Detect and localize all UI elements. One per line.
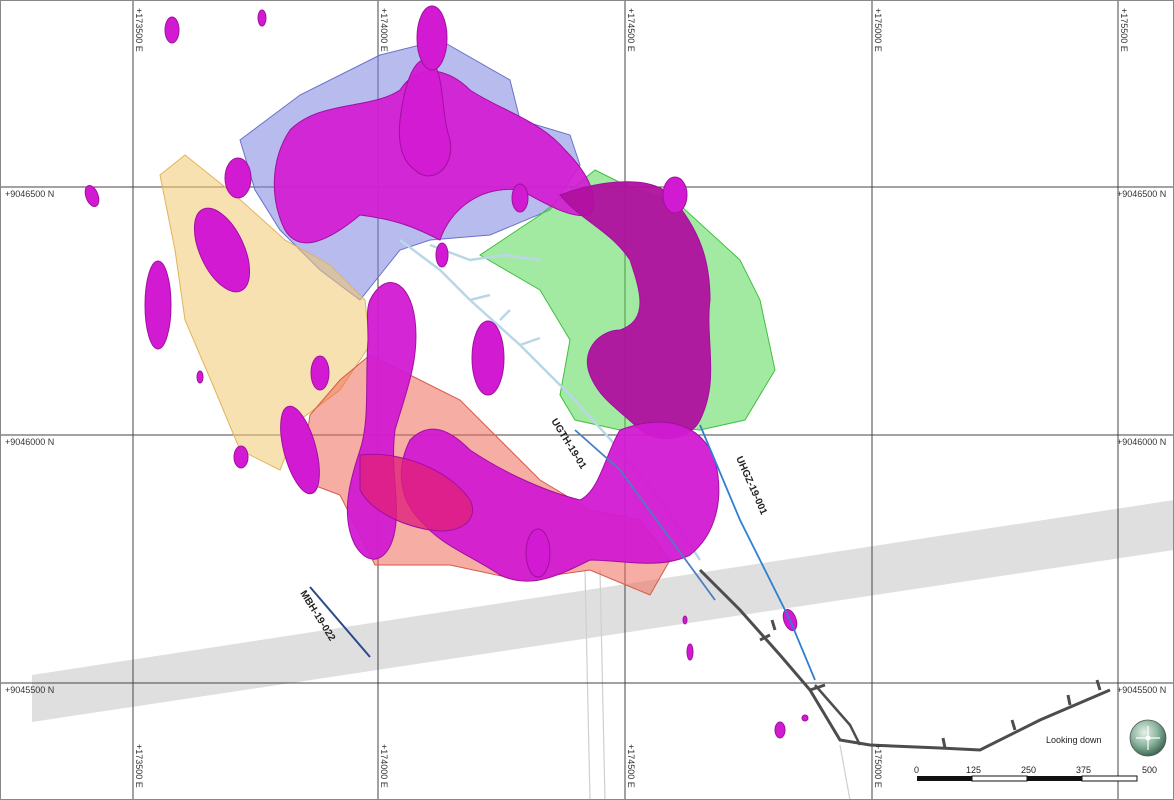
faint-track (584, 569, 606, 800)
drillhole-trace-mbh (309, 586, 371, 658)
easting-label: +173500 E (134, 744, 144, 788)
ore-body-lobe (359, 453, 473, 532)
ore-pod (774, 721, 786, 739)
easting-label: +175000 E (873, 8, 883, 52)
ore-pod (435, 242, 449, 268)
easting-label: +175500 E (1119, 8, 1129, 52)
easting-labels-top: +173500 E +174000 E +174500 E +175000 E … (134, 8, 1129, 52)
scale-tick-label: 500 (1142, 765, 1157, 775)
ore-pod (662, 176, 688, 214)
scale-bar: 0 125 250 375 500 (914, 765, 1157, 782)
ore-pod (686, 643, 694, 661)
ore-pod (84, 184, 100, 208)
scale-tick-label: 375 (1076, 765, 1091, 775)
easting-labels-bottom: +173500 E +174000 E +174500 E +175000 E (134, 744, 883, 788)
northing-label: +9045500 N (1117, 685, 1166, 695)
scale-tick-label: 125 (966, 765, 981, 775)
ore-pod (682, 615, 688, 625)
faint-track (839, 744, 851, 800)
orientation-globe-icon[interactable] (1129, 719, 1167, 757)
ore-pod (224, 157, 252, 199)
ore-pod (525, 528, 551, 578)
ore-pod (416, 5, 448, 71)
ore-pod (310, 355, 330, 391)
ore-bodies (84, 5, 809, 739)
ore-pod (471, 320, 505, 396)
drillhole-trace-uhgz (699, 424, 816, 681)
northing-label: +9046500 N (1117, 189, 1166, 199)
ore-pod (164, 16, 180, 44)
ore-pod (233, 445, 249, 469)
northing-label: +9046000 N (1117, 437, 1166, 447)
easting-label: +174000 E (379, 8, 389, 52)
easting-label: +174500 E (626, 744, 636, 788)
drillhole-traces (309, 424, 816, 681)
ore-pod (511, 183, 529, 213)
drillhole-trace-ugth (574, 429, 716, 601)
easting-label: +175000 E (873, 744, 883, 788)
ore-pod (196, 370, 204, 384)
ore-pod (801, 714, 809, 722)
underground-workings (698, 568, 1111, 752)
view-direction-label: Looking down (1046, 735, 1102, 745)
easting-label: +174000 E (379, 744, 389, 788)
ore-pod (193, 207, 251, 293)
scale-tick-label: 0 (914, 765, 919, 775)
northing-label: +9045500 N (5, 685, 54, 695)
ore-pod (280, 405, 320, 495)
northing-labels: +9046500 N +9046000 N +9045500 N +904650… (5, 189, 1166, 695)
ore-body-south (400, 421, 720, 582)
ore-body-north-crest (398, 58, 452, 177)
ore-pod (144, 260, 172, 350)
ore-pod (257, 9, 267, 27)
northing-label: +9046000 N (5, 437, 54, 447)
road-band (32, 500, 1174, 722)
northing-label: +9046500 N (5, 189, 54, 199)
scale-tick-label: 250 (1021, 765, 1036, 775)
easting-label: +173500 E (134, 8, 144, 52)
easting-label: +174500 E (626, 8, 636, 52)
